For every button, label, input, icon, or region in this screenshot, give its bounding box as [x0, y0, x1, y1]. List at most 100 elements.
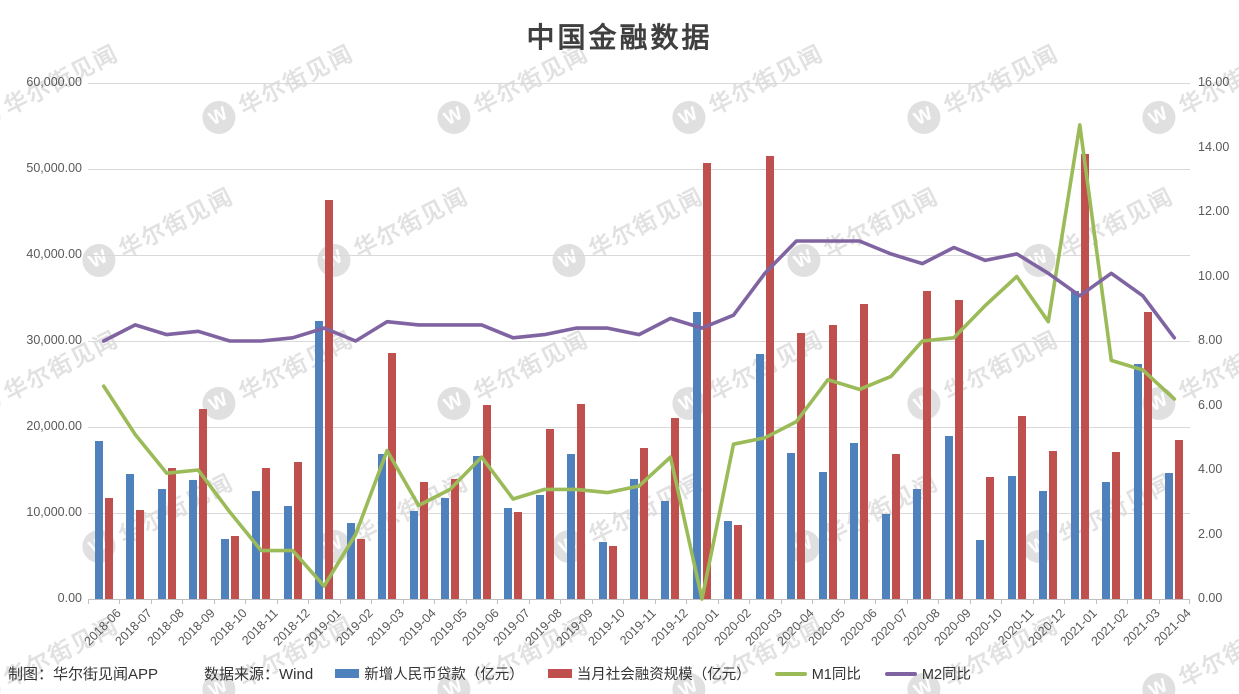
bar-loans-2020-07 — [881, 514, 890, 599]
x-tick — [151, 600, 152, 604]
right-axis-tick-label: 2.00 — [1198, 526, 1223, 541]
x-tick — [88, 600, 89, 604]
bar-loans-2020-04 — [787, 453, 796, 599]
bar-loans-2019-02 — [346, 523, 355, 599]
x-tick — [781, 600, 782, 604]
bar-tsf-2018-07 — [136, 510, 145, 599]
x-tick — [655, 600, 656, 604]
bar-loans-2019-05 — [441, 498, 450, 599]
bar-loans-2021-01 — [1070, 291, 1079, 599]
left-axis-labels: 0.00 10,000.00 20,000.00 30,000.00 40,000.00… — [0, 75, 82, 605]
right-axis-tick-label: 14.00 — [1198, 139, 1230, 154]
x-tick — [686, 600, 687, 604]
bar-loans-2019-07 — [504, 508, 513, 599]
x-tick — [1001, 600, 1002, 604]
bar-tsf-2018-12 — [293, 462, 302, 599]
legend-label: M2同比 — [921, 667, 972, 683]
bar-tsf-2021-01 — [1080, 154, 1089, 599]
x-tick — [1033, 600, 1034, 604]
bar-tsf-2019-08 — [545, 429, 554, 599]
bar-tsf-2019-09 — [577, 404, 586, 599]
right-axis-tick-label: 4.00 — [1198, 462, 1223, 476]
left-axis-tick-label: 0.00 — [57, 591, 82, 605]
bar-tsf-2018-06 — [104, 498, 113, 599]
source-label: 数据来源：Wind — [204, 666, 314, 683]
bar-loans-2020-10 — [976, 540, 985, 599]
x-tick — [875, 600, 876, 604]
bar-tsf-2020-11 — [1017, 416, 1026, 599]
line-M1同比 — [101, 123, 1177, 601]
right-axis-tick-label: 10.00 — [1198, 268, 1230, 283]
x-tick — [970, 600, 971, 604]
x-tick — [623, 600, 624, 604]
bar-tsf-2020-02 — [734, 525, 743, 599]
x-tick — [592, 600, 593, 604]
bar-tsf-2019-05 — [451, 479, 460, 599]
footer: 制图：华尔街见闻APP 数据来源：Wind 新增人民币贷款（亿元） 当月社会融资规… — [0, 653, 1239, 694]
bar-loans-2018-06 — [94, 441, 103, 599]
x-tick — [1159, 600, 1160, 604]
x-tick — [214, 600, 215, 604]
gridline — [88, 83, 1190, 84]
bar-loans-2018-07 — [126, 474, 135, 599]
bar-loans-2021-04 — [1165, 473, 1174, 599]
bar-tsf-2019-10 — [608, 546, 617, 599]
bar-tsf-2021-02 — [1112, 452, 1121, 599]
bar-tsf-2019-02 — [356, 539, 365, 599]
right-axis-tick-label: 8.00 — [1198, 333, 1223, 347]
legend-item: M2同比 — [884, 663, 972, 684]
bar-tsf-2019-06 — [482, 405, 491, 599]
bar-tsf-2019-04 — [419, 482, 428, 599]
bar-tsf-2020-12 — [1049, 451, 1058, 599]
bar-tsf-2021-03 — [1143, 312, 1152, 599]
x-tick — [907, 600, 908, 604]
legend-label: 新增人民币贷款（亿元） — [364, 667, 524, 683]
gridline — [88, 513, 1190, 514]
x-tick — [1127, 600, 1128, 604]
bar-tsf-2020-04 — [797, 333, 806, 599]
bar-loans-2020-12 — [1039, 491, 1048, 599]
x-axis-labels: 2018-06 2018-07 2018-08 2018-09 2018-10 2018-… — [81, 604, 1194, 654]
x-tick — [497, 600, 498, 604]
left-axis-tick-label: 60,000.00 — [26, 75, 82, 89]
bar-loans-2019-04 — [409, 511, 418, 599]
x-tick — [277, 600, 278, 604]
right-axis-tick-label: 6.00 — [1198, 397, 1223, 412]
x-tick — [1064, 600, 1065, 604]
bar-loans-2020-05 — [818, 472, 827, 599]
x-tick — [466, 600, 467, 604]
bar-tsf-2020-08 — [923, 291, 932, 599]
legend-swatch-line — [774, 671, 807, 676]
left-axis-tick-label: 20,000.00 — [26, 419, 82, 433]
bar-loans-2019-01 — [315, 321, 324, 599]
gridline — [88, 427, 1190, 428]
x-tick — [245, 600, 246, 604]
bar-loans-2020-03 — [755, 354, 764, 599]
bar-loans-2019-09 — [567, 454, 576, 599]
legend-swatch-bar — [335, 669, 360, 678]
bar-loans-2019-03 — [378, 454, 387, 599]
bar-tsf-2018-09 — [199, 409, 208, 599]
bar-loans-2018-12 — [283, 506, 292, 599]
bar-tsf-2020-03 — [765, 156, 774, 599]
bar-tsf-2018-11 — [262, 468, 271, 599]
x-tick — [812, 600, 813, 604]
gridline — [88, 255, 1190, 256]
bar-loans-2018-09 — [189, 480, 198, 599]
bar-tsf-2019-07 — [514, 512, 523, 599]
x-tick — [529, 600, 530, 604]
bar-tsf-2018-10 — [230, 536, 239, 599]
line-series-layer — [101, 123, 1177, 601]
legend-item: 新增人民币贷款（亿元） — [335, 663, 524, 684]
bar-loans-2019-11 — [630, 479, 638, 599]
bar-loans-2019-10 — [598, 542, 607, 599]
bar-tsf-2019-03 — [388, 353, 397, 599]
bar-loans-2021-02 — [1102, 482, 1111, 599]
x-tick — [844, 600, 845, 604]
right-axis-tick-label: 12.00 — [1198, 204, 1230, 218]
legend-item: M1同比 — [774, 663, 861, 684]
gridline — [88, 169, 1190, 170]
x-tick — [182, 600, 183, 604]
x-tick — [749, 600, 750, 604]
